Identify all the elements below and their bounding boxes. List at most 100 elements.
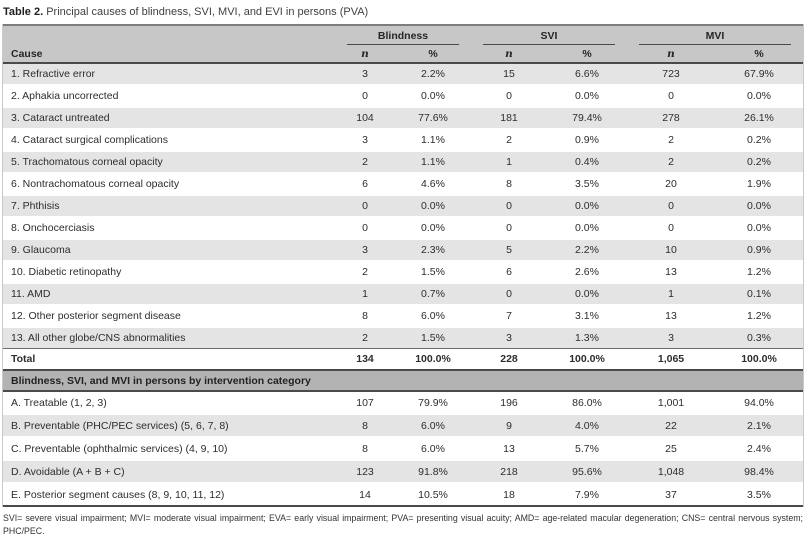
intervention-row: A. Treatable (1, 2, 3) 107 79.9% 196 86.0% 1,…	[3, 390, 803, 414]
n-cell: 0	[627, 84, 715, 107]
n-cell: 8	[335, 304, 395, 327]
n-cell: 0	[335, 194, 395, 217]
group-header-mvi: MVI	[627, 25, 803, 45]
cause-row: 6. Nontrachomatous corneal opacity 6 4.6% 8…	[3, 172, 803, 195]
cause-cell: A. Treatable (1, 2, 3)	[3, 390, 335, 414]
cause-cell: 6. Nontrachomatous corneal opacity	[3, 172, 335, 195]
intervention-row: B. Preventable (PHC/PEC services) (5, 6,…	[3, 413, 803, 437]
pct-cell: 6.6%	[547, 62, 627, 85]
cause-row: 10. Diabetic retinopathy 2 1.5% 6 2.6% 13 1.2%	[3, 260, 803, 283]
pct-cell: 100.0%	[715, 348, 803, 370]
cause-row: 13. All other globe/CNS abnormalities 2 1.…	[3, 326, 803, 349]
pct-cell: 2.3%	[395, 238, 471, 261]
cause-row: 12. Other posterior segment disease 8 6.0%…	[3, 304, 803, 327]
table-caption: Principal causes of blindness, SVI, MVI,…	[46, 6, 369, 18]
n-cell: 228	[471, 348, 547, 370]
n-cell: 3	[471, 326, 547, 349]
n-cell: 3	[335, 238, 395, 261]
n-cell: 37	[627, 482, 715, 506]
n-cell: 9	[471, 413, 547, 437]
pct-cell: 2.4%	[715, 436, 803, 460]
pct-cell: 1.1%	[395, 150, 471, 173]
table-number: Table 2.	[3, 6, 44, 18]
section-header-label: Blindness, SVI, and MVI in persons by in…	[3, 369, 803, 392]
cause-row: 5. Trachomatous corneal opacity 2 1.1% 1 0.4…	[3, 150, 803, 173]
n-cell: 107	[335, 390, 395, 414]
n-cell: 20	[627, 172, 715, 195]
n-cell: 1,001	[627, 390, 715, 414]
pct-cell: 0.0%	[395, 84, 471, 107]
n-cell: 13	[627, 260, 715, 283]
pct-cell: 0.0%	[547, 282, 627, 305]
pct-cell: 2.1%	[715, 413, 803, 437]
section-header-row: Blindness, SVI, and MVI in persons by in…	[3, 369, 803, 392]
pct-cell: 6.0%	[395, 304, 471, 327]
n-cell: 8	[335, 413, 395, 437]
n-cell: 1	[471, 150, 547, 173]
n-cell: 1	[627, 282, 715, 305]
n-cell: 7	[471, 304, 547, 327]
subheader-row: Cause n % n % n %	[3, 45, 803, 64]
pct-cell: 7.9%	[547, 482, 627, 506]
pct-cell: 3.5%	[547, 172, 627, 195]
pct-cell: 0.0%	[547, 194, 627, 217]
pct-cell: 0.2%	[715, 128, 803, 151]
group-header-blindness: Blindness	[335, 25, 471, 45]
pct-cell: 0.7%	[395, 282, 471, 305]
pct-cell: 1.5%	[395, 260, 471, 283]
pct-cell: 0.0%	[715, 194, 803, 217]
n-cell: 1	[335, 282, 395, 305]
pct-column-header: %	[547, 45, 627, 64]
cause-cell: 5. Trachomatous corneal opacity	[3, 150, 335, 173]
n-cell: 25	[627, 436, 715, 460]
n-cell: 723	[627, 62, 715, 85]
n-cell: 18	[471, 482, 547, 506]
n-cell: 13	[471, 436, 547, 460]
cause-row: 2. Aphakia uncorrected 0 0.0% 0 0.0% 0 0.0%	[3, 84, 803, 107]
intervention-body: A. Treatable (1, 2, 3) 107 79.9% 196 86.0% 1,…	[3, 390, 803, 506]
pct-cell: 0.0%	[547, 216, 627, 239]
n-cell: 1,065	[627, 348, 715, 370]
pct-cell: 10.5%	[395, 482, 471, 506]
cause-column-header: Cause	[3, 45, 335, 64]
pct-cell: 94.0%	[715, 390, 803, 414]
pct-cell: 79.9%	[395, 390, 471, 414]
cause-row: 9. Glaucoma 3 2.3% 5 2.2% 10 0.9%	[3, 238, 803, 261]
pct-cell: 3.1%	[547, 304, 627, 327]
cause-cell: 4. Cataract surgical complications	[3, 128, 335, 151]
cause-cell: 7. Phthisis	[3, 194, 335, 217]
pct-cell: 0.1%	[715, 282, 803, 305]
pct-column-header: %	[715, 45, 803, 64]
n-cell: 0	[471, 216, 547, 239]
n-cell: 22	[627, 413, 715, 437]
cause-cell: 10. Diabetic retinopathy	[3, 260, 335, 283]
pct-cell: 4.0%	[547, 413, 627, 437]
pct-cell: 1.2%	[715, 304, 803, 327]
pct-cell: 0.0%	[547, 84, 627, 107]
cause-row: 1. Refractive error 3 2.2% 15 6.6% 723 67.9%	[3, 62, 803, 85]
pct-cell: 0.0%	[715, 84, 803, 107]
group-header-spacer	[3, 25, 335, 45]
n-cell: 13	[627, 304, 715, 327]
pct-column-header: %	[395, 45, 471, 64]
cause-cell: Total	[3, 348, 335, 370]
n-cell: 104	[335, 106, 395, 129]
n-cell: 278	[627, 106, 715, 129]
pct-cell: 100.0%	[547, 348, 627, 370]
n-cell: 181	[471, 106, 547, 129]
pct-cell: 6.0%	[395, 413, 471, 437]
pct-cell: 98.4%	[715, 459, 803, 483]
n-cell: 3	[335, 62, 395, 85]
pct-cell: 3.5%	[715, 482, 803, 506]
n-cell: 2	[335, 260, 395, 283]
n-cell: 0	[627, 216, 715, 239]
pct-cell: 1.5%	[395, 326, 471, 349]
pct-cell: 86.0%	[547, 390, 627, 414]
pct-cell: 0.0%	[715, 216, 803, 239]
n-cell: 134	[335, 348, 395, 370]
pct-cell: 0.2%	[715, 150, 803, 173]
pct-cell: 0.0%	[395, 194, 471, 217]
n-cell: 3	[627, 326, 715, 349]
pct-cell: 1.2%	[715, 260, 803, 283]
